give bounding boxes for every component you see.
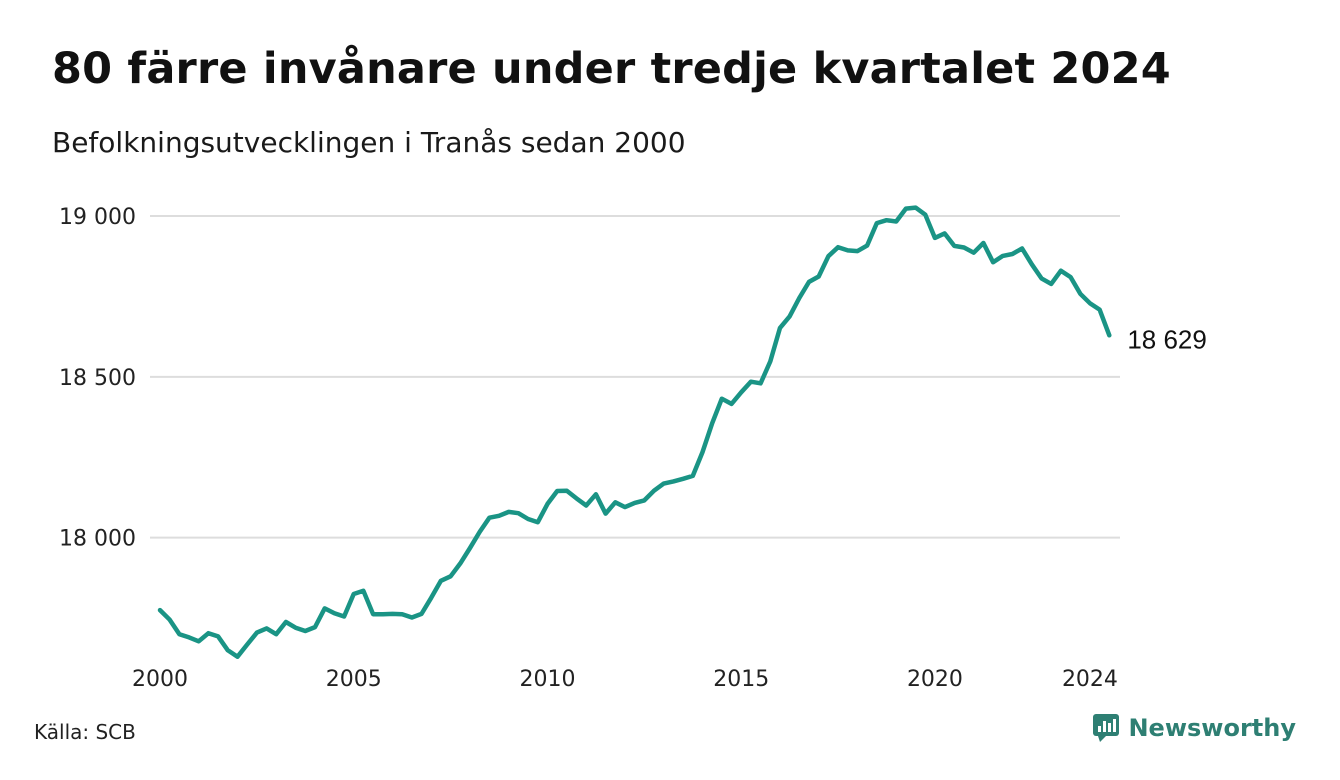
series-layer <box>157 205 1112 659</box>
brand-name: Newsworthy <box>1128 714 1296 742</box>
x-axis-tick-labels: 2000 2005 2010 2015 2020 2024 <box>132 667 1118 692</box>
y-axis-tick-labels: 18 000 18 500 19 000 <box>59 205 136 552</box>
y-tick-label: 18 000 <box>59 527 136 552</box>
x-tick-label: 2015 <box>713 667 769 692</box>
source-note: Källa: SCB <box>34 720 136 744</box>
y-tick-label: 18 500 <box>59 366 136 391</box>
newsworthy-logo-icon <box>1093 714 1120 742</box>
x-tick-label: 2010 <box>519 667 575 692</box>
chart-title: 80 färre invånare under tredje kvartalet… <box>52 44 1171 94</box>
series-line <box>157 205 1112 659</box>
chart-subtitle: Befolkningsutvecklingen i Tranås sedan 2… <box>52 126 686 159</box>
end-value-label: 18 629 <box>1127 324 1207 354</box>
brand: Newsworthy <box>1092 713 1296 743</box>
x-tick-label: 2020 <box>907 667 963 692</box>
end-label-layer: 18 629 <box>1127 324 1207 354</box>
y-tick-label: 19 000 <box>59 205 136 230</box>
x-tick-label: 2024 <box>1062 667 1118 692</box>
x-tick-label: 2005 <box>326 667 382 692</box>
x-tick-label: 2000 <box>132 667 188 692</box>
grid-lines <box>150 215 1120 539</box>
